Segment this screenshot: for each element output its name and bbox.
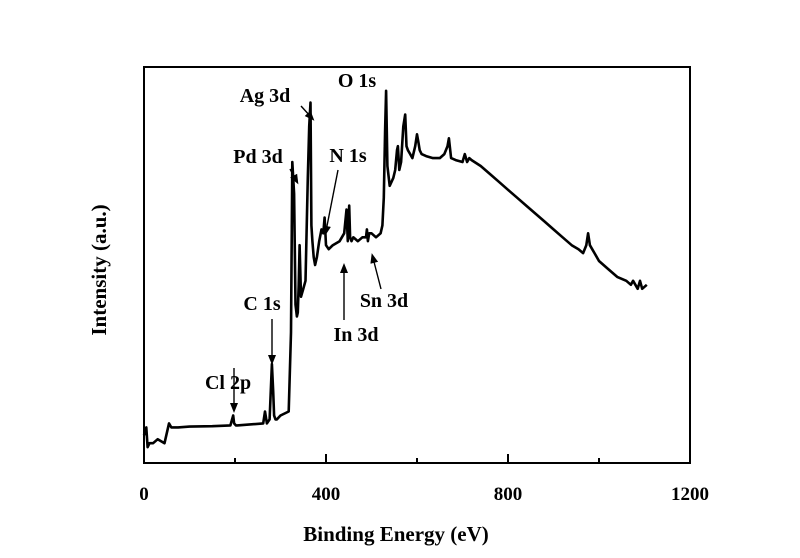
x-tick-label-800: 800 <box>494 484 523 505</box>
peak-label-n-1s: N 1s <box>329 145 366 167</box>
x-tick-label-0: 0 <box>139 484 149 505</box>
x-axis-label: Binding Energy (eV) <box>303 522 489 546</box>
x-tick-label-1200: 1200 <box>671 484 709 505</box>
peak-arrow-n-1s <box>323 169 339 236</box>
x-axis-ticks: 0 400 800 1200 <box>139 454 709 505</box>
spectrum-line <box>142 89 648 449</box>
peak-label-ag-3d: Ag 3d <box>240 85 291 107</box>
peak-label-sn-3d: Sn 3d <box>360 290 408 312</box>
peak-label-cl-2p: Cl 2p <box>205 372 251 394</box>
x-tick-label-400: 400 <box>312 484 341 505</box>
peak-label-c-1s: C 1s <box>243 293 280 315</box>
peak-arrow-sn-3d <box>370 253 382 290</box>
peak-label-in-3d: In 3d <box>333 324 378 346</box>
peak-arrow-pd-3d <box>289 168 299 185</box>
peak-arrow-ag-3d <box>300 105 315 121</box>
y-axis-label: Intensity (a.u.) <box>87 204 111 335</box>
peak-label-pd-3d: Pd 3d <box>233 146 282 168</box>
peak-label-o-1s: O 1s <box>338 70 377 92</box>
plot-frame <box>143 66 691 464</box>
peak-annotations: Cl 2p C 1s Pd 3d Ag 3d N 1s O 1s In 3d Sn 3d <box>205 70 408 413</box>
